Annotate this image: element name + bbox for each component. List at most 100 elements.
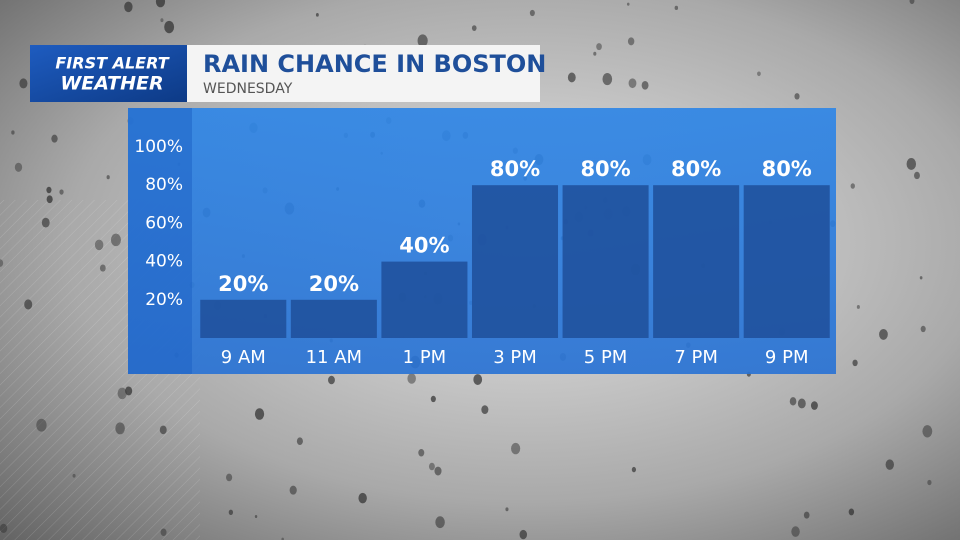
raindrop: [407, 373, 416, 384]
raindrop: [358, 492, 367, 504]
raindrop: [254, 514, 258, 519]
raindrop: [11, 130, 15, 135]
x-tick-label: 7 PM: [674, 347, 718, 368]
raindrop: [789, 397, 797, 406]
value-label: 80%: [671, 157, 721, 181]
raindrop: [51, 134, 58, 143]
raindrop: [289, 485, 297, 495]
raindrop: [850, 183, 855, 189]
raindrop: [59, 189, 64, 195]
x-tick-label: 5 PM: [584, 347, 628, 368]
raindrop: [125, 386, 133, 396]
y-tick-label: 40%: [145, 252, 183, 272]
raindrop: [914, 171, 920, 180]
raindrop: [906, 158, 917, 170]
raindrop: [94, 239, 104, 251]
raindrop: [631, 466, 637, 473]
raindrop: [99, 264, 106, 272]
raindrop: [0, 259, 4, 267]
y-tick-label: 60%: [145, 213, 183, 233]
x-tick-label: 3 PM: [493, 347, 537, 368]
raindrop: [417, 34, 428, 48]
raindrop: [24, 299, 33, 310]
raindrop: [117, 387, 127, 400]
raindrop: [593, 51, 597, 56]
raindrop: [909, 0, 915, 5]
raindrop: [519, 529, 528, 540]
raindrop: [471, 25, 477, 32]
logo-line1: FIRST ALERT: [55, 54, 169, 73]
raindrop: [919, 276, 923, 280]
raindrop: [473, 374, 483, 385]
raindrop: [848, 508, 855, 516]
raindrop: [505, 507, 509, 512]
raindrop: [927, 479, 932, 486]
raindrop: [296, 437, 303, 445]
raindrop: [920, 325, 926, 333]
bar: [562, 185, 649, 338]
raindrop: [852, 359, 858, 367]
chart-title: RAIN CHANCE IN BOSTON: [203, 50, 546, 78]
raindrop: [155, 0, 166, 8]
raindrop: [72, 473, 76, 478]
raindrop: [757, 71, 761, 77]
raindrop: [430, 395, 436, 403]
bar: [743, 185, 830, 338]
raindrop: [628, 78, 637, 89]
value-label: 80%: [762, 157, 812, 181]
value-label: 20%: [309, 272, 359, 296]
raindrop: [797, 398, 806, 409]
raindrop: [315, 13, 319, 17]
raindrop: [228, 509, 234, 516]
raindrop: [164, 20, 175, 34]
raindrop: [810, 401, 818, 410]
raindrop: [14, 162, 23, 172]
raindrop: [529, 9, 535, 17]
title-box: [187, 45, 540, 102]
logo-line2: WEATHER: [60, 73, 163, 95]
raindrop: [160, 18, 164, 23]
raindrop: [791, 526, 800, 537]
raindrop: [115, 422, 125, 435]
raindrop: [226, 473, 233, 482]
raindrop: [41, 217, 50, 228]
raindrop: [46, 195, 53, 204]
raindrop: [124, 1, 133, 13]
raindrop: [856, 305, 860, 309]
raindrop: [46, 186, 52, 194]
raindrop: [481, 405, 489, 415]
value-label: 80%: [490, 157, 540, 181]
raindrop: [110, 233, 121, 247]
bar: [290, 299, 377, 338]
value-label: 80%: [580, 157, 630, 181]
chart-subtitle: WEDNESDAY: [203, 81, 293, 97]
raindrop: [36, 418, 47, 432]
raindrop: [159, 425, 167, 435]
raindrop: [596, 43, 602, 51]
raindrop: [328, 375, 335, 385]
x-tick-label: 9 PM: [765, 347, 809, 368]
x-tick-label: 11 AM: [306, 347, 362, 368]
value-label: 40%: [399, 234, 449, 258]
raindrop: [879, 328, 888, 340]
x-tick-label: 1 PM: [403, 347, 447, 368]
raindrop: [641, 81, 649, 90]
raindrop: [428, 462, 435, 471]
x-tick-label: 9 AM: [221, 347, 266, 368]
raindrop: [511, 442, 521, 455]
raindrop: [160, 528, 167, 536]
value-label: 20%: [218, 272, 268, 296]
raindrop: [19, 78, 28, 89]
plot-area: 20% 40% 60% 80% 100% 9 AM 20% 11 AM 20% 1 PM 40% 3 …: [134, 137, 830, 368]
raindrop: [434, 466, 442, 476]
raindrop: [885, 459, 894, 470]
y-tick-label: 20%: [145, 290, 183, 310]
raindrop: [674, 5, 679, 11]
raindrop: [803, 511, 810, 519]
bar: [653, 185, 740, 338]
raindrop: [418, 448, 425, 457]
logo-box: [30, 45, 187, 102]
raindrop: [922, 425, 933, 438]
raindrop: [626, 2, 630, 6]
